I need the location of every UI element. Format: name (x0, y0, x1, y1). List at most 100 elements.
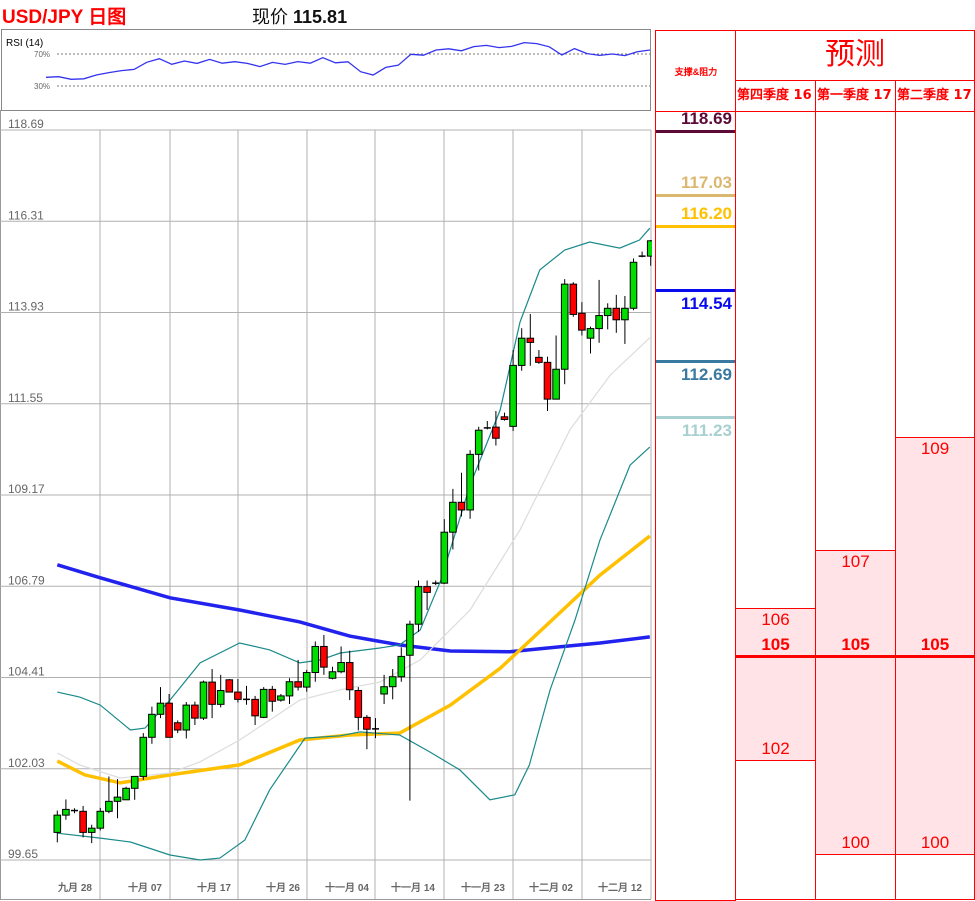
candle-body (466, 453, 474, 511)
candle-body (586, 328, 595, 339)
candle-body (259, 688, 268, 718)
candle (87, 824, 96, 844)
candle-body (208, 681, 216, 705)
candle (105, 776, 113, 814)
candle-body (414, 586, 423, 625)
candle-body (122, 787, 130, 801)
forecast-low: 100 (920, 833, 950, 853)
y-tick-label: 99.65 (8, 847, 38, 861)
overlay-line (57, 446, 651, 861)
candle (595, 279, 603, 343)
candle-body (543, 361, 552, 400)
overlay-line (56, 563, 651, 654)
candle-body (62, 808, 70, 816)
candle (130, 775, 139, 800)
candle (483, 421, 491, 430)
candle-body (388, 676, 397, 688)
candle (277, 693, 285, 702)
candle (156, 687, 165, 719)
sr-level-line (656, 225, 736, 229)
y-tick-label: 104.41 (8, 665, 45, 679)
forecast-range-box (736, 607, 815, 762)
candle (113, 779, 122, 819)
current-price-value: 115.81 (293, 7, 348, 27)
candle (225, 679, 234, 693)
candle (500, 412, 509, 421)
sr-level-label: 111.23 (681, 421, 732, 441)
candle-body (492, 426, 500, 439)
current-price-prefix: 现价 (252, 7, 288, 27)
candle (526, 314, 535, 366)
candle (139, 733, 148, 780)
candle (380, 674, 388, 704)
candle (440, 519, 449, 584)
candle-body (457, 501, 466, 511)
candle (96, 807, 105, 831)
candle-body (621, 307, 629, 321)
forecast-column: 第一季度 17 107 105 100 (815, 80, 896, 900)
candle (191, 701, 199, 726)
rsi-30-label: 30% (34, 82, 50, 91)
forecast-column-header: 第一季度 17 (816, 81, 895, 112)
forecast-column-header: 第四季度 16 (736, 81, 815, 112)
candle (543, 356, 552, 412)
candle-body (526, 337, 535, 343)
x-tick-label: 十一月 23 (461, 881, 505, 894)
candle-body (629, 261, 638, 309)
candle-body (216, 690, 225, 705)
x-tick-label: 十一月 14 (391, 881, 435, 894)
forecast-column-header: 第二季度 17 (896, 81, 974, 112)
candle-body (612, 307, 621, 321)
candle (612, 294, 621, 333)
candle (182, 702, 191, 739)
candle-body (277, 695, 285, 701)
candle (406, 620, 414, 801)
candle (457, 472, 466, 517)
candle-body (552, 368, 560, 400)
candle (268, 685, 277, 712)
candle (517, 328, 526, 371)
candle-body (234, 691, 242, 700)
candle (199, 680, 208, 721)
forecast-high: 109 (920, 439, 950, 459)
x-tick-label: 十二月 02 (529, 881, 573, 894)
candle (53, 810, 62, 843)
x-tick-label: 十月 17 (197, 881, 231, 894)
candle-body (294, 681, 302, 688)
candle (578, 302, 586, 336)
candle (148, 706, 156, 744)
overlay-line (57, 227, 651, 731)
candle-body (156, 702, 165, 715)
candle-body (139, 736, 148, 777)
candle (71, 808, 78, 814)
candle-body (199, 681, 208, 719)
candle (414, 580, 423, 632)
candle-body (285, 681, 294, 697)
candle-body (53, 814, 62, 833)
candle-body (79, 810, 87, 833)
sr-level-label: 114.54 (680, 294, 732, 314)
candle (122, 786, 130, 801)
forecast-column: 第四季度 16 106 105 102 (735, 80, 816, 900)
y-tick-label: 106.79 (8, 573, 45, 587)
x-tick-label: 十月 07 (128, 881, 162, 894)
forecast-column: 第二季度 17 109 105 100 (895, 80, 975, 900)
candle-body (165, 702, 173, 738)
candle (294, 659, 302, 691)
support-resistance-column: 支撑&阻力 118.69 117.03 116.20 114.54 112.69 111.… (655, 30, 736, 901)
candle (466, 450, 474, 519)
candle (328, 666, 337, 680)
sr-level-line (656, 416, 736, 420)
sr-level-line (656, 360, 736, 364)
forecast-title: 预测 (735, 30, 975, 81)
candle (251, 695, 259, 726)
y-tick-label: 118.69 (8, 117, 44, 131)
forecast-mid: 105 (761, 634, 790, 654)
candle-body (363, 716, 371, 730)
candle-body (251, 698, 259, 717)
y-tick-label: 102.03 (8, 756, 45, 770)
candle (535, 350, 543, 364)
x-tick-label: 九月 28 (57, 881, 92, 894)
sr-level-line (656, 130, 736, 133)
candle (285, 678, 294, 704)
